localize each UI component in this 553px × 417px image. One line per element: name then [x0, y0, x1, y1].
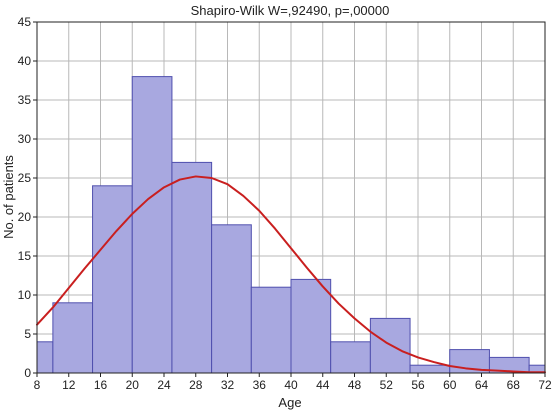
y-tick-label-30: 30: [18, 132, 32, 146]
histogram-bar-1: [52, 302, 94, 374]
histogram-bar-10: [409, 364, 451, 374]
y-tick-label-20: 20: [18, 210, 32, 224]
histogram-bar-6: [250, 286, 292, 374]
y-tick-label-0: 0: [24, 366, 31, 380]
histogram-bar-5: [211, 224, 252, 374]
y-tick-label-15: 15: [18, 249, 32, 263]
histogram-bar-3: [131, 76, 173, 374]
y-axis-label: No. of patients: [1, 155, 16, 239]
x-tick-label-48: 48: [348, 378, 362, 392]
y-tick-label-45: 45: [18, 15, 32, 29]
x-tick-label-72: 72: [538, 378, 552, 392]
x-tick-label-64: 64: [475, 378, 489, 392]
x-tick-label-56: 56: [411, 378, 425, 392]
x-tick-label-24: 24: [157, 378, 171, 392]
histogram-bar-8: [330, 341, 371, 374]
y-tick-label-5: 5: [24, 327, 31, 341]
chart-title: Shapiro-Wilk W=,92490, p=,00000: [191, 3, 390, 18]
x-tick-label-16: 16: [94, 378, 108, 392]
y-tick-label-25: 25: [18, 171, 32, 185]
curve-layer: [36, 175, 546, 374]
y-tick-label-10: 10: [18, 288, 32, 302]
x-tick-label-8: 8: [34, 378, 41, 392]
x-tick-label-12: 12: [62, 378, 76, 392]
tick-layer: 0 5 10 15 20 25 30 35 40 45 8 12 16 20 24 28 32 36 40 44 48 5…: [18, 15, 552, 392]
histogram-bar-7: [290, 278, 332, 374]
x-tick-label-28: 28: [189, 378, 203, 392]
grid-layer: [37, 22, 545, 373]
x-tick-label-52: 52: [380, 378, 394, 392]
x-tick-label-36: 36: [253, 378, 267, 392]
histogram-bar-0: [36, 341, 54, 374]
x-tick-label-20: 20: [126, 378, 140, 392]
x-tick-label-40: 40: [284, 378, 298, 392]
x-tick-label-44: 44: [316, 378, 330, 392]
x-tick-label-60: 60: [443, 378, 457, 392]
x-tick-label-32: 32: [221, 378, 235, 392]
y-tick-label-35: 35: [18, 93, 32, 107]
histogram-bar-4: [171, 161, 213, 374]
x-tick-label-68: 68: [507, 378, 521, 392]
histogram-bar-2: [92, 185, 133, 374]
x-axis-label: Age: [278, 395, 301, 410]
y-tick-label-40: 40: [18, 54, 32, 68]
normal-fit-curve: [36, 175, 546, 374]
